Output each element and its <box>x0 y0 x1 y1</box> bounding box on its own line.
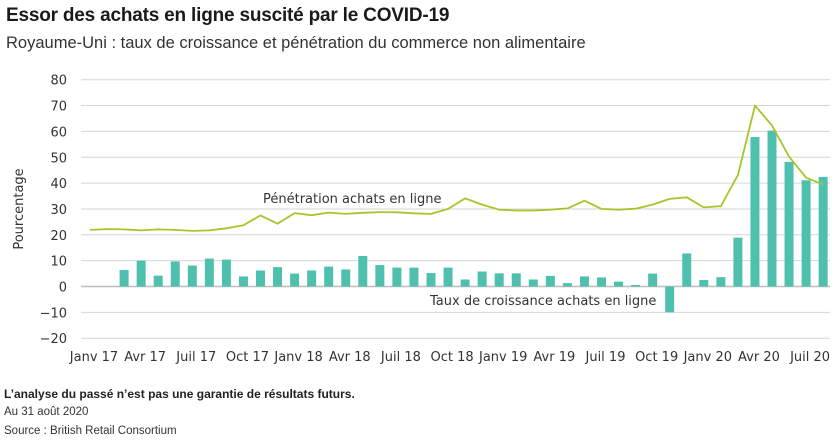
bar <box>221 259 231 287</box>
bar <box>648 273 658 287</box>
bar <box>358 255 368 287</box>
y-axis-label: Pourcentage <box>12 168 27 249</box>
bar <box>579 276 589 287</box>
bar <box>136 260 146 287</box>
bar <box>290 273 300 287</box>
chart-subtitle: Royaume-Uni : taux de croissance et péné… <box>6 34 586 52</box>
bar <box>562 283 572 287</box>
y-tick-label: 20 <box>50 229 67 244</box>
bar <box>256 270 265 287</box>
growth-annotation: Taux de croissance achats en ligne <box>429 294 656 309</box>
disclaimer: L’analyse du passé n’est pas une garanti… <box>4 387 355 401</box>
y-tick-label: 10 <box>50 255 67 270</box>
bar <box>767 130 777 287</box>
bar <box>426 273 436 287</box>
y-tick-label: 60 <box>50 125 67 140</box>
y-tick-label: 50 <box>50 151 67 166</box>
bar <box>716 277 726 287</box>
bar <box>545 275 555 287</box>
bar <box>511 273 521 287</box>
bar <box>818 176 828 287</box>
bar <box>614 281 624 287</box>
bar <box>443 267 453 287</box>
y-tick-label: 30 <box>50 203 67 218</box>
y-tick-label: 70 <box>50 100 67 115</box>
y-tick-label: 0 <box>59 281 67 296</box>
x-tick-label: Avr 19 <box>533 350 575 365</box>
bar <box>375 265 385 287</box>
bar <box>238 276 248 287</box>
bar <box>460 279 470 287</box>
bar <box>699 280 709 287</box>
x-tick-label: Avr 17 <box>124 350 166 365</box>
bar <box>494 273 504 287</box>
bar <box>750 137 760 287</box>
bar <box>119 269 129 287</box>
bar <box>392 267 402 287</box>
y-tick-label: 40 <box>50 177 67 192</box>
as-of-date: Au 31 août 2020 <box>4 406 89 418</box>
bar <box>307 270 317 287</box>
x-tick-label: Juil 17 <box>175 350 216 365</box>
bar <box>477 271 487 287</box>
bar <box>187 265 197 287</box>
bar <box>665 286 675 313</box>
bar <box>273 267 283 287</box>
y-tick-label: −10 <box>40 306 67 321</box>
bar <box>409 267 419 287</box>
bar <box>528 279 538 287</box>
x-tick-label: Janv 17 <box>69 350 118 365</box>
x-tick-label: Juil 19 <box>585 350 626 365</box>
bar <box>784 161 794 287</box>
y-axis-ticks: −20 −10 0 10 20 30 40 50 60 70 80 <box>40 74 67 348</box>
x-tick-label: Juil 20 <box>789 350 830 365</box>
x-tick-label: Janv 20 <box>683 350 732 365</box>
bar <box>801 180 811 287</box>
y-tick-label: 80 <box>50 74 67 89</box>
bar <box>631 284 641 287</box>
bar <box>170 261 180 287</box>
bar <box>341 269 351 287</box>
chart-area: −20 −10 0 10 20 30 40 50 60 70 80 Pourcentage Péné… <box>12 74 830 365</box>
x-tick-label: Oct 18 <box>430 350 473 365</box>
source: Source : British Retail Consortium <box>4 425 177 437</box>
x-tick-label: Juil 18 <box>380 350 421 365</box>
x-tick-label: Avr 18 <box>329 350 371 365</box>
chart-title: Essor des achats en ligne suscité par le… <box>6 5 450 26</box>
x-tick-label: Oct 19 <box>635 350 678 365</box>
bar <box>682 253 692 287</box>
y-tick-label: −20 <box>40 332 67 347</box>
bar <box>204 258 214 287</box>
penetration-annotation: Pénétration achats en ligne <box>263 192 441 207</box>
x-tick-label: Oct 17 <box>226 350 269 365</box>
growth-bars <box>119 130 828 313</box>
x-tick-label: Janv 19 <box>478 350 527 365</box>
bar <box>733 237 743 287</box>
bar <box>153 275 163 287</box>
x-tick-label: Avr 20 <box>738 350 780 365</box>
penetration-line <box>89 104 824 232</box>
x-axis-ticks: Janv 17 Avr 17 Juil 17 Oct 17 Janv 18 Avr 18 J… <box>69 350 830 365</box>
bar <box>324 266 334 287</box>
bar <box>597 277 606 287</box>
x-tick-label: Janv 18 <box>273 350 322 365</box>
